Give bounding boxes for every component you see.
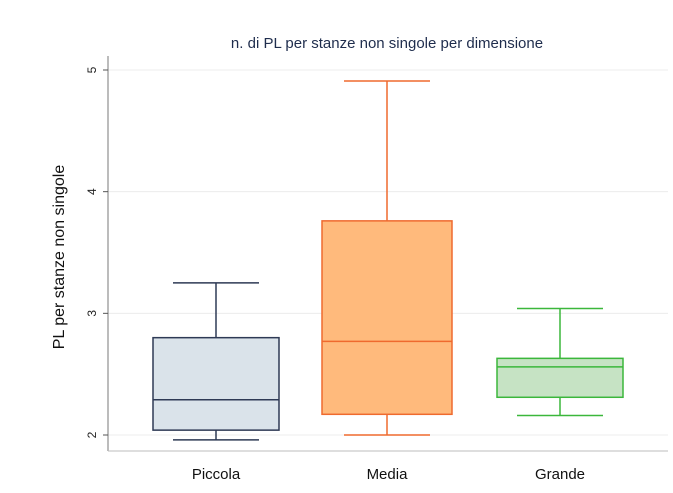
y-axis-label: PL per stanze non singole (51, 165, 68, 350)
chart-title: n. di PL per stanze non singole per dime… (231, 35, 543, 52)
iqr-box (496, 357, 624, 399)
x-axis-labels: Piccola Media Grande (192, 466, 585, 483)
x-tick-label-grande: Grande (535, 466, 585, 483)
y-tick-label-3: 3 (85, 310, 99, 317)
box-grande (496, 307, 624, 417)
x-tick-label-media: Media (367, 466, 409, 483)
iqr-box (152, 336, 280, 431)
box-media (321, 80, 453, 436)
y-tick-label-5: 5 (85, 66, 99, 73)
y-tick-label-4: 4 (85, 188, 99, 195)
y-tick-label-2: 2 (85, 431, 99, 438)
iqr-box (321, 220, 453, 416)
box-piccola (152, 282, 280, 441)
boxes (152, 80, 624, 441)
x-tick-label-piccola: Piccola (192, 466, 241, 483)
y-axis: 2 3 4 5 (85, 56, 109, 451)
